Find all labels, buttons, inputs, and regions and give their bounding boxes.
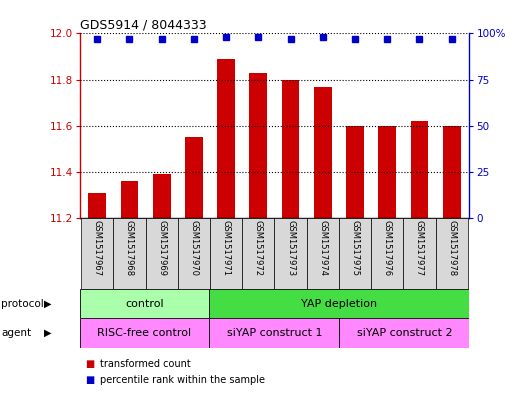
Bar [209, 289, 469, 318]
Bar [242, 218, 274, 289]
Text: protocol: protocol [1, 299, 44, 309]
Text: siYAP construct 1: siYAP construct 1 [227, 328, 322, 338]
Bar [274, 218, 307, 289]
Bar [88, 193, 106, 218]
Text: GSM1517969: GSM1517969 [157, 220, 166, 276]
Bar [121, 181, 139, 218]
Bar [249, 73, 267, 218]
Bar [443, 126, 461, 218]
Bar [410, 121, 428, 218]
Bar [340, 318, 469, 348]
Text: siYAP construct 2: siYAP construct 2 [357, 328, 452, 338]
Text: GSM1517973: GSM1517973 [286, 220, 295, 276]
Bar [209, 318, 340, 348]
Text: GSM1517972: GSM1517972 [254, 220, 263, 276]
Bar [185, 137, 203, 218]
Text: percentile rank within the sample: percentile rank within the sample [100, 375, 265, 385]
Text: ■: ■ [85, 359, 94, 369]
Bar [81, 218, 113, 289]
Bar [80, 289, 209, 318]
Bar [371, 218, 403, 289]
Text: ■: ■ [85, 375, 94, 385]
Bar [339, 218, 371, 289]
Bar [80, 318, 209, 348]
Bar [210, 218, 242, 289]
Text: control: control [125, 299, 164, 309]
Bar [379, 126, 396, 218]
Bar [218, 59, 235, 218]
Text: agent: agent [1, 328, 31, 338]
Text: ▶: ▶ [44, 299, 51, 309]
Text: GSM1517968: GSM1517968 [125, 220, 134, 276]
Text: GDS5914 / 8044333: GDS5914 / 8044333 [80, 18, 206, 31]
Bar [436, 218, 468, 289]
Text: GSM1517976: GSM1517976 [383, 220, 392, 276]
Bar [153, 174, 170, 218]
Text: RISC-free control: RISC-free control [97, 328, 191, 338]
Text: ▶: ▶ [44, 328, 51, 338]
Text: GSM1517971: GSM1517971 [222, 220, 231, 276]
Bar [403, 218, 436, 289]
Text: transformed count: transformed count [100, 359, 191, 369]
Bar [146, 218, 178, 289]
Text: GSM1517967: GSM1517967 [93, 220, 102, 276]
Bar [346, 126, 364, 218]
Bar [307, 218, 339, 289]
Bar [314, 86, 331, 218]
Text: GSM1517974: GSM1517974 [318, 220, 327, 276]
Text: GSM1517977: GSM1517977 [415, 220, 424, 276]
Bar [178, 218, 210, 289]
Text: YAP depletion: YAP depletion [301, 299, 378, 309]
Text: GSM1517970: GSM1517970 [189, 220, 199, 276]
Bar [282, 80, 300, 218]
Text: GSM1517978: GSM1517978 [447, 220, 456, 276]
Bar [113, 218, 146, 289]
Text: GSM1517975: GSM1517975 [350, 220, 360, 276]
